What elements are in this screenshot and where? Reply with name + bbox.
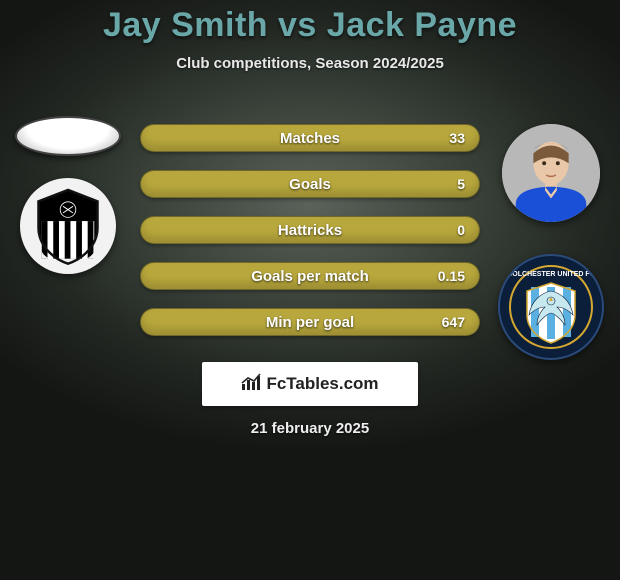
player-portrait-icon [502, 124, 600, 222]
player-right-column: COLCHESTER UNITED FC [493, 124, 608, 360]
stats-list: Matches 33 Goals 5 Hattricks 0 Goals per… [140, 124, 480, 354]
player-left-photo-placeholder [15, 116, 121, 156]
chart-icon [241, 373, 263, 396]
stat-value-right: 5 [457, 176, 465, 192]
stat-bar: Goals per match 0.15 [140, 262, 480, 290]
comparison-card: Jay Smith vs Jack Payne Club competition… [0, 0, 620, 460]
colchester-united-crest-icon: COLCHESTER UNITED FC [501, 257, 601, 357]
stat-bar: Matches 33 [140, 124, 480, 152]
fctables-logo: FcTables.com [202, 362, 418, 406]
stat-value-right: 647 [442, 314, 465, 330]
logo-text: FcTables.com [266, 374, 378, 394]
stat-label: Hattricks [278, 222, 342, 239]
club-badge-right: COLCHESTER UNITED FC [498, 254, 604, 360]
stat-bar: Hattricks 0 [140, 216, 480, 244]
player-right-photo [502, 124, 600, 222]
stat-label: Min per goal [266, 314, 354, 331]
club-badge-left [20, 178, 116, 274]
stat-bar: Min per goal 647 [140, 308, 480, 336]
stat-label: Matches [280, 130, 340, 147]
stat-label: Goals [289, 176, 331, 193]
date: 21 february 2025 [0, 420, 620, 437]
subtitle: Club competitions, Season 2024/2025 [0, 55, 620, 72]
stat-value-right: 33 [449, 130, 465, 146]
stat-label: Goals per match [251, 268, 369, 285]
notts-county-crest-icon [27, 185, 109, 267]
stat-value-right: 0 [457, 222, 465, 238]
stat-value-right: 0.15 [438, 268, 465, 284]
player-left-column [8, 116, 128, 274]
page-title: Jay Smith vs Jack Payne [0, 0, 620, 45]
svg-text:COLCHESTER UNITED FC: COLCHESTER UNITED FC [507, 271, 595, 278]
stat-bar: Goals 5 [140, 170, 480, 198]
